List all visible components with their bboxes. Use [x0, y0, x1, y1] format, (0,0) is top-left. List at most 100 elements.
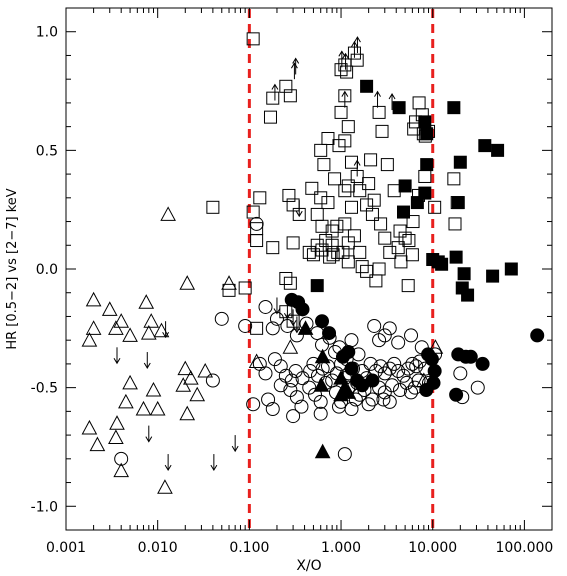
- open-triangle-point: [138, 294, 155, 309]
- open-square-point: [246, 32, 260, 46]
- arrow-head: [113, 358, 121, 365]
- arrow-head: [164, 464, 172, 472]
- filled-circle-point: [463, 349, 478, 364]
- open-square-point: [302, 245, 316, 259]
- open-circle-point: [385, 378, 400, 393]
- open-circle-point: [252, 356, 267, 371]
- open-square-point: [428, 200, 442, 214]
- open-circle-point: [261, 392, 276, 407]
- open-square-point: [341, 120, 355, 134]
- open-circle-point: [377, 385, 392, 400]
- filled-circle-point: [344, 361, 359, 376]
- arrow-head: [162, 331, 170, 339]
- filled-triangle-point: [313, 377, 330, 392]
- filled-square-point: [420, 127, 434, 141]
- open-square-point: [315, 219, 329, 233]
- open-square-point: [341, 255, 355, 269]
- filled-square-point: [410, 196, 424, 210]
- open-circle-point: [294, 399, 309, 414]
- open-square-point: [347, 229, 361, 243]
- open-circle-point: [265, 401, 280, 416]
- open-circle-point: [280, 318, 295, 333]
- open-square-point: [222, 283, 236, 297]
- filled-square-point: [461, 288, 475, 302]
- open-circle-point: [258, 366, 273, 381]
- open-circle-point: [308, 387, 323, 402]
- open-square-point: [266, 91, 280, 105]
- open-circle-point: [273, 359, 288, 374]
- y-tick-label: 0.0: [36, 262, 58, 278]
- open-square-point: [314, 143, 328, 157]
- filled-square-point: [504, 262, 518, 276]
- open-square-point: [340, 65, 354, 79]
- arrow-head: [289, 320, 297, 327]
- arrow-head: [283, 312, 291, 320]
- open-triangle-point: [113, 313, 130, 328]
- open-triangle-point: [157, 479, 173, 494]
- filled-square-point: [491, 143, 505, 157]
- open-circle-point: [315, 337, 330, 352]
- open-square-point: [364, 153, 378, 167]
- open-circle-point: [289, 390, 304, 405]
- open-triangle-point: [160, 206, 176, 221]
- open-square-point: [353, 184, 367, 198]
- open-square-point: [321, 196, 335, 210]
- open-square-point: [334, 105, 348, 119]
- filled-square-point: [447, 101, 461, 115]
- open-triangle-point: [197, 362, 214, 378]
- arrow-head: [292, 57, 300, 64]
- open-square-point: [387, 184, 401, 198]
- open-square-point: [317, 158, 331, 172]
- open-triangle-point: [108, 429, 124, 444]
- open-triangle-point: [183, 370, 199, 385]
- open-circle-point: [267, 352, 282, 367]
- open-triangle-point: [118, 393, 134, 409]
- open-circle-point: [265, 321, 280, 336]
- open-triangle-point: [140, 325, 157, 340]
- open-square-point: [310, 207, 324, 221]
- open-square-point: [406, 215, 420, 229]
- open-square-point: [305, 181, 319, 195]
- filled-circle-point: [530, 328, 545, 343]
- x-tick-label: 0.100: [229, 540, 269, 556]
- open-triangle-point: [153, 322, 170, 338]
- open-circle-point: [391, 364, 406, 379]
- open-square-point: [310, 238, 324, 252]
- filled-square-point: [392, 101, 406, 115]
- open-triangle-point: [149, 400, 166, 416]
- open-circle-point: [404, 328, 419, 343]
- open-square-point: [326, 248, 340, 262]
- open-square-point: [402, 234, 416, 248]
- open-circle-point: [310, 368, 325, 383]
- open-square-point: [380, 158, 394, 172]
- filled-square-point: [457, 267, 471, 281]
- open-square-point: [330, 219, 344, 233]
- filled-circle-point: [475, 356, 490, 371]
- filled-circle-point: [449, 387, 464, 402]
- y-tick-label: 1.0: [36, 25, 58, 41]
- open-circle-point: [382, 321, 397, 336]
- arrow-head: [388, 93, 396, 100]
- open-square-point: [279, 305, 293, 319]
- open-square-point: [315, 243, 329, 257]
- open-square-point: [250, 321, 264, 335]
- open-square-point: [266, 241, 280, 255]
- y-tick-label: -1.0: [31, 499, 58, 515]
- open-square-point: [306, 248, 320, 262]
- x-tick-label: 0.001: [46, 540, 86, 556]
- filled-circle-point: [424, 352, 439, 367]
- plot-frame: [65, 7, 553, 531]
- open-circle-point: [348, 392, 363, 407]
- filled-square-point: [449, 250, 463, 264]
- filled-square-point: [396, 205, 410, 219]
- x-tick-label: 0.010: [138, 540, 178, 556]
- open-circle-point: [382, 361, 397, 376]
- filled-square-point: [453, 155, 467, 169]
- open-triangle-point: [179, 405, 196, 421]
- filled-square-point: [418, 115, 432, 129]
- filled-circle-point: [365, 373, 380, 388]
- filled-square-point: [398, 179, 412, 193]
- open-circle-point: [310, 326, 325, 341]
- open-circle-point: [377, 366, 392, 381]
